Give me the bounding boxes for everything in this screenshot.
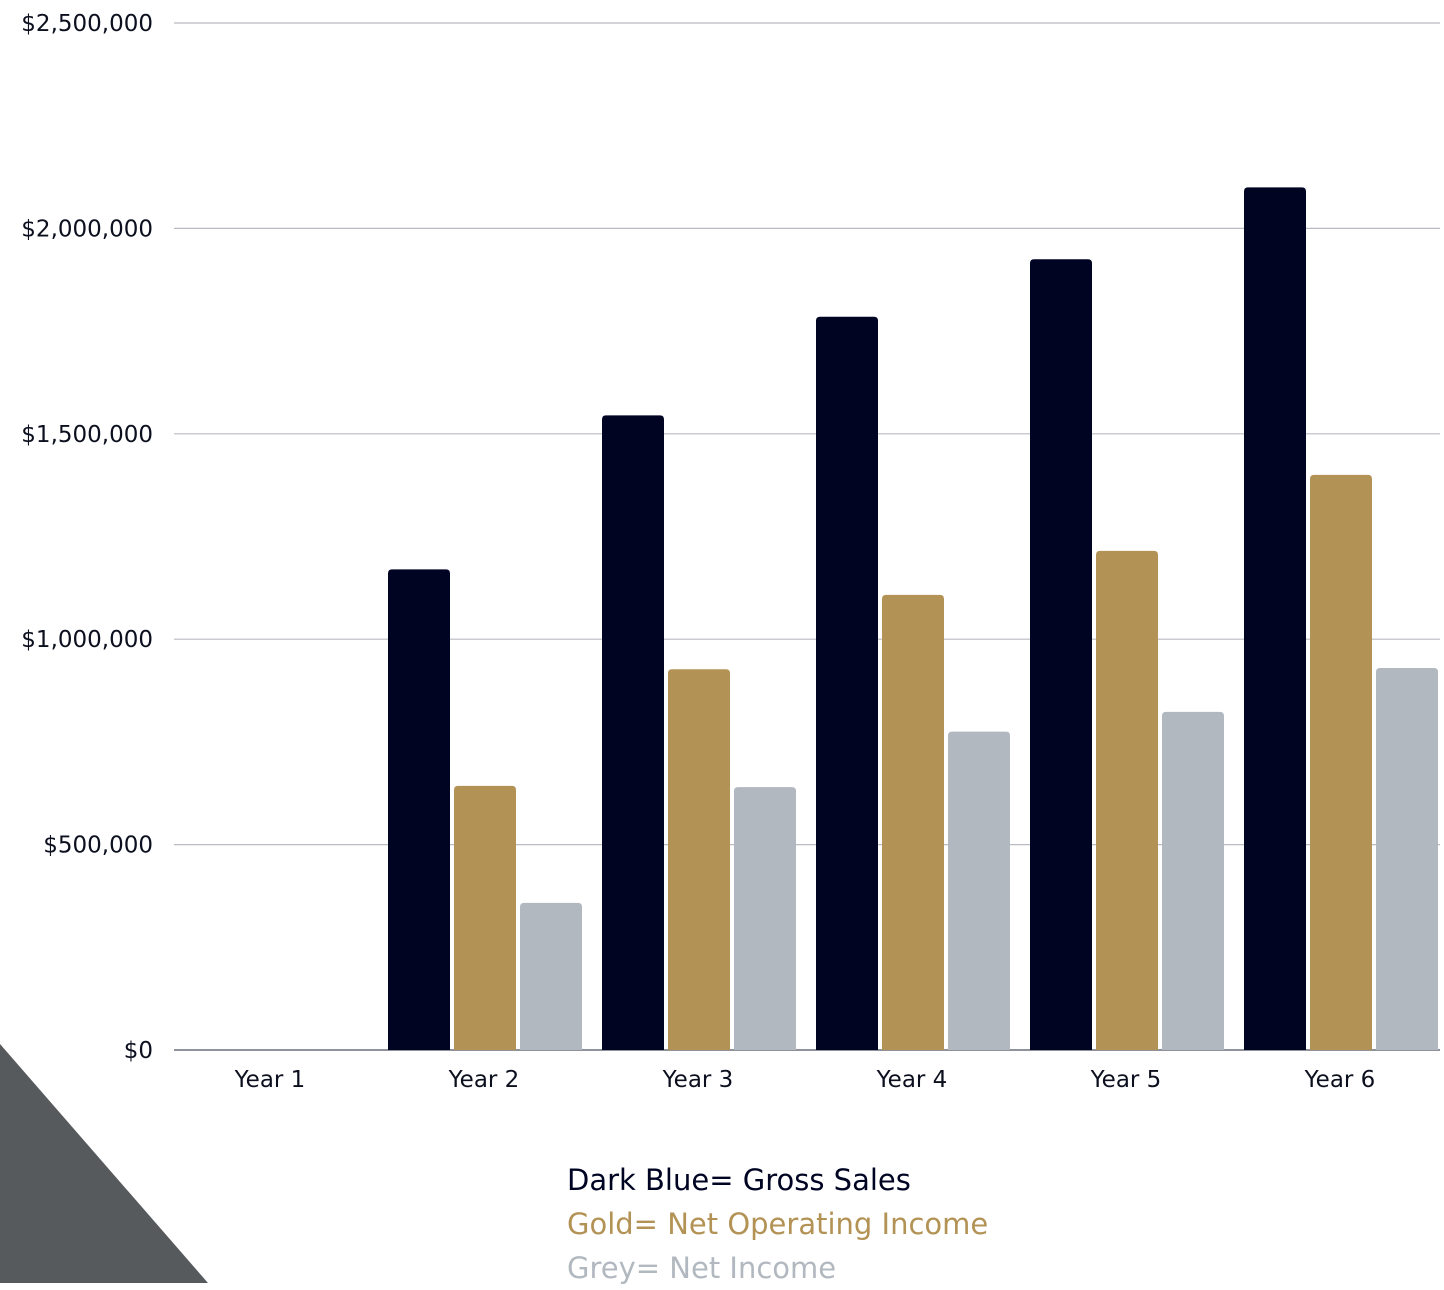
y-tick-label: $500,000 [43,833,153,859]
legend-entry-net-income: Grey= Net Income [567,1251,837,1285]
x-tick-label: Year 2 [448,1067,520,1093]
bar-gross-sales [1030,259,1092,1051]
y-tick-label: $2,500,000 [21,11,153,37]
bar-net-income [734,787,796,1050]
bar-gross-sales [1244,187,1306,1050]
bars [388,187,1438,1051]
y-axis-tick-labels: $0 $500,000 $1,000,000 $1,500,000 $2,000,000… [21,11,153,1064]
bar-gross-sales [388,569,450,1050]
x-tick-label: Year 6 [1304,1067,1376,1093]
corner-decoration-triangle [0,1044,208,1283]
x-tick-label: Year 4 [876,1067,948,1093]
y-tick-label: $2,000,000 [21,216,153,242]
bar-net-operating-income [1310,474,1372,1050]
bar-net-operating-income [882,594,944,1050]
bar-net-income [948,731,1010,1050]
x-axis-tick-labels: Year 1 Year 2 Year 3 Year 4 Year 5 Year 6 [234,1067,1376,1093]
y-tick-label: $1,500,000 [21,422,153,448]
bar-net-operating-income [454,785,516,1050]
bar-gross-sales [602,415,664,1051]
bar-net-income [520,902,582,1050]
gridlines [174,22,1440,1051]
bar-gross-sales [816,316,878,1050]
y-tick-label: $1,000,000 [21,627,153,653]
y-tick-label: $0 [124,1038,153,1064]
bar-net-income [1162,711,1224,1050]
legend-entry-net-operating-income: Gold= Net Operating Income [567,1207,989,1241]
legend-entry-gross-sales: Dark Blue= Gross Sales [567,1163,911,1197]
bar-net-operating-income [668,669,730,1050]
x-tick-label: Year 3 [662,1067,734,1093]
legend: Dark Blue= Gross Sales Gold= Net Operati… [567,1158,988,1290]
x-tick-label: Year 5 [1090,1067,1162,1093]
bar-net-income [1376,667,1438,1050]
x-tick-label: Year 1 [234,1067,306,1093]
bar-net-operating-income [1096,550,1158,1050]
